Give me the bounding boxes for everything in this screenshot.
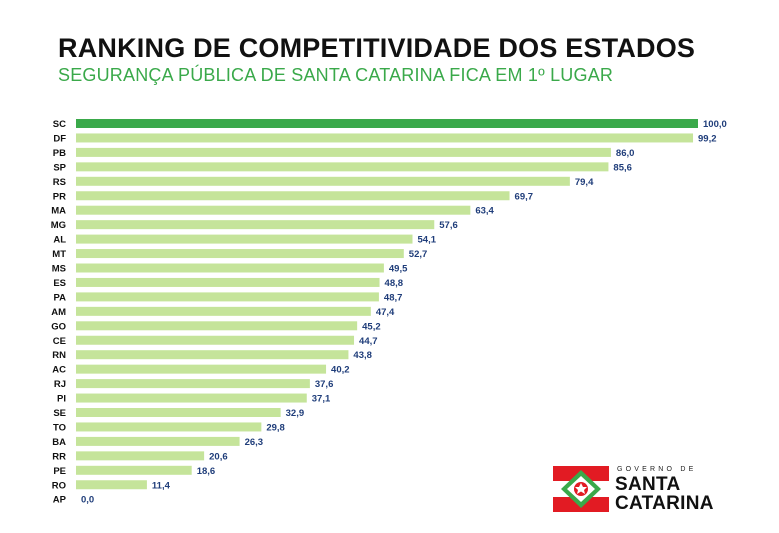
value-label: 20,6 [209, 451, 228, 462]
category-label: PE [53, 466, 66, 477]
bar-go [76, 321, 358, 331]
category-label: GO [51, 321, 66, 332]
bar-pa [76, 292, 379, 302]
chart-title: RANKING DE COMPETITIVIDADE DOS ESTADOS [58, 33, 696, 63]
bar-rs [76, 176, 570, 186]
category-label: TO [53, 422, 66, 433]
category-label: RJ [54, 379, 66, 390]
bar-se [76, 408, 281, 417]
category-label: MG [51, 220, 66, 231]
bar-es [76, 277, 380, 287]
santa-catarina-flag-icon [553, 466, 609, 512]
value-label: 26,3 [245, 437, 264, 448]
value-label: 40,2 [331, 365, 350, 376]
category-label: CE [53, 336, 66, 347]
category-label: AL [53, 235, 66, 246]
value-label: 57,6 [439, 220, 458, 231]
category-label: ES [53, 278, 66, 289]
bar-pi [76, 393, 307, 403]
bar-al [76, 234, 413, 244]
category-label: SC [53, 119, 66, 130]
value-label: 69,7 [515, 191, 534, 202]
value-label: 43,8 [353, 350, 372, 361]
bar-to [76, 422, 262, 432]
category-label: AP [53, 495, 67, 506]
value-label: 0,0 [81, 495, 94, 506]
value-label: 32,9 [286, 408, 305, 419]
value-label: 47,4 [376, 307, 395, 318]
bar-pb [76, 147, 611, 157]
category-label: SP [53, 162, 66, 173]
category-label: MS [52, 264, 66, 275]
value-label: 44,7 [359, 336, 378, 347]
category-label: RS [53, 177, 66, 188]
bar-ba [76, 436, 240, 446]
bar-sc [76, 119, 698, 128]
category-label: MA [51, 206, 66, 217]
category-label: PR [53, 191, 66, 202]
value-label: 79,4 [575, 177, 594, 188]
bar-ce [76, 335, 355, 345]
value-label: 85,6 [613, 162, 632, 173]
value-label: 100,0 [703, 119, 727, 130]
category-label: RO [52, 480, 66, 491]
category-label: RN [52, 350, 66, 361]
value-label: 63,4 [475, 206, 494, 217]
bar-rj [76, 379, 310, 389]
category-label: DF [53, 133, 66, 144]
logo-governo-de: GOVERNO DE [617, 466, 697, 473]
bar-ms [76, 263, 384, 273]
bar-rn [76, 350, 349, 360]
logo-santa: SANTA [615, 474, 681, 495]
category-label: SE [53, 408, 66, 419]
value-label: 29,8 [266, 422, 285, 433]
value-label: 11,4 [152, 480, 171, 491]
value-label: 18,6 [197, 466, 216, 477]
bar-mt [76, 249, 404, 259]
bar-ro [76, 480, 147, 490]
value-label: 99,2 [698, 133, 717, 144]
value-label: 54,1 [418, 235, 437, 246]
bar-df [76, 133, 694, 143]
value-label: 52,7 [409, 249, 428, 260]
value-label: 48,8 [385, 278, 404, 289]
bar-pe [76, 465, 192, 475]
chart-subtitle: SEGURANÇA PÚBLICA DE SANTA CATARINA FICA… [58, 65, 614, 85]
bar-rr [76, 451, 205, 461]
category-label: PI [57, 394, 66, 405]
category-label: AM [51, 307, 66, 318]
bar-ac [76, 364, 327, 374]
value-label: 45,2 [362, 321, 381, 332]
bar-sp [76, 162, 609, 172]
category-label: AC [52, 365, 66, 376]
category-label: MT [52, 249, 66, 260]
value-label: 86,0 [616, 148, 635, 159]
category-label: PB [53, 148, 66, 159]
category-label: PA [54, 292, 67, 303]
bar-pr [76, 191, 510, 201]
bar-am [76, 306, 371, 316]
value-label: 49,5 [389, 264, 408, 275]
value-label: 37,1 [312, 394, 331, 405]
category-label: BA [52, 437, 66, 448]
category-label: RR [52, 451, 66, 462]
bar-mg [76, 220, 435, 230]
value-label: 48,7 [384, 292, 403, 303]
governo-santa-catarina-logo: GOVERNO DE SANTA CATARINA [553, 466, 753, 514]
logo-catarina: CATARINA [615, 493, 714, 514]
bar-ma [76, 205, 471, 215]
value-label: 37,6 [315, 379, 334, 390]
